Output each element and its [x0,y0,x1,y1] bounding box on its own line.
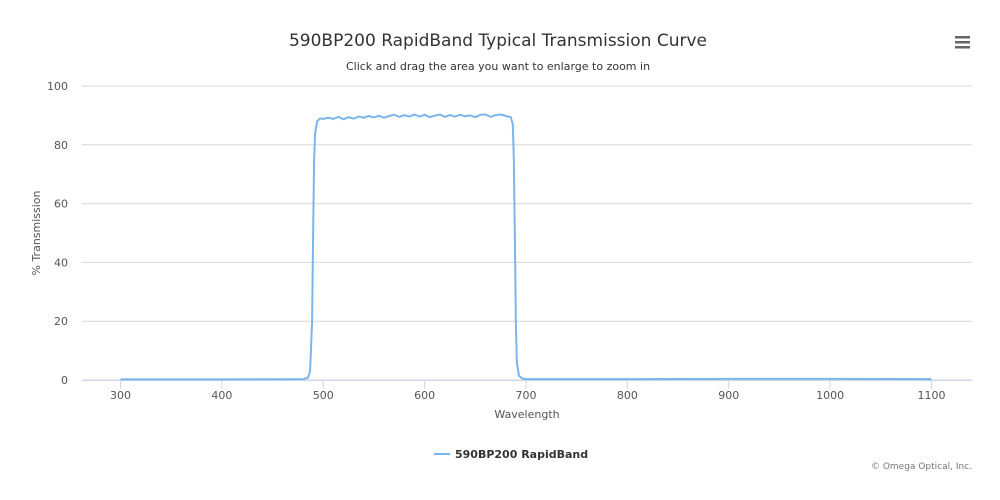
x-tick-label: 900 [718,389,739,402]
plot-area[interactable] [120,113,932,381]
hamburger-menu-icon[interactable] [950,30,976,54]
x-tick-label: 800 [617,389,638,402]
x-tick-label: 500 [313,389,334,402]
legend[interactable]: 590BP200 RapidBand [434,448,588,461]
y-tick-label: 100 [47,80,68,93]
legend-item-label[interactable]: 590BP200 RapidBand [455,448,588,461]
menu-icon-bar-middle [955,41,970,44]
chart-title: 590BP200 RapidBand Typical Transmission … [289,31,707,51]
x-tick-label: 400 [211,389,232,402]
y-tick-label: 0 [61,374,68,387]
x-tick-label: 1100 [917,389,945,402]
x-tick-label: 700 [515,389,536,402]
x-tick-label: 1000 [816,389,844,402]
y-axis-title: % Transmission [30,190,43,275]
y-tick-label: 20 [54,315,68,328]
menu-icon-bar-bottom [955,46,970,49]
y-tick-label: 40 [54,256,68,269]
series-line-0[interactable] [120,113,932,381]
y-axis-ticks: 0 20 40 60 80 100 [47,80,68,387]
y-tick-label: 60 [54,198,68,211]
grid-lines [82,85,972,381]
x-tick-label: 600 [414,389,435,402]
x-axis-title: Wavelength [494,408,559,421]
y-tick-label: 80 [54,139,68,152]
menu-icon-bar-top [955,36,970,39]
x-axis-ticks: 300 400 500 600 700 800 900 1000 1100 [110,380,945,402]
x-tick-label: 300 [110,389,131,402]
chart-subtitle: Click and drag the area you want to enla… [346,60,650,73]
credit-text[interactable]: © Omega Optical, Inc. [871,462,972,472]
